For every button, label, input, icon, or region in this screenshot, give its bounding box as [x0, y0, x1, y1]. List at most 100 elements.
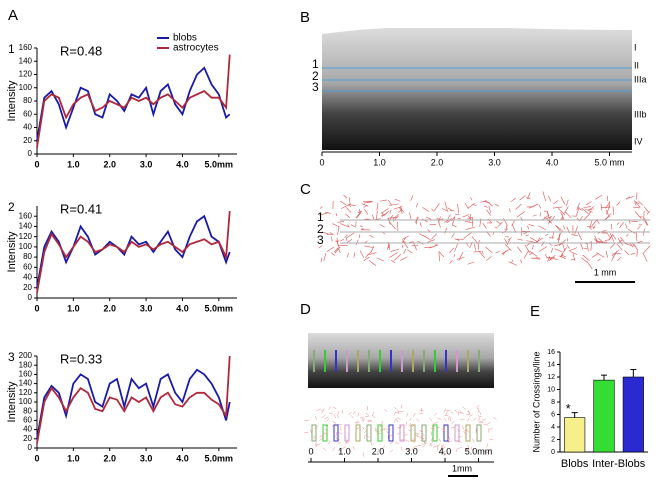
process — [405, 440, 409, 442]
process — [543, 215, 549, 220]
process — [527, 241, 532, 245]
process — [473, 439, 474, 443]
process — [517, 211, 525, 217]
x-tick-label: 3.0 — [140, 159, 153, 169]
scale-tick-label: 5.0mm — [465, 446, 493, 456]
astrocyte-tracing — [319, 191, 650, 269]
process — [540, 212, 541, 216]
process — [613, 234, 616, 239]
series-line — [37, 55, 230, 148]
x-tick-label: 2.0 — [103, 159, 116, 169]
process — [511, 198, 516, 202]
process — [586, 202, 592, 205]
process — [634, 244, 638, 250]
process — [384, 409, 387, 412]
x-tick-label: 2.0 — [103, 303, 116, 313]
process — [486, 256, 491, 260]
process — [636, 233, 637, 242]
x-tick-label: Blobs — [561, 458, 589, 470]
process — [434, 413, 437, 416]
panel-number: 3 — [8, 350, 15, 364]
process — [517, 247, 522, 253]
process — [567, 245, 569, 249]
process — [482, 419, 486, 420]
x-tick-label: 5.0mm — [205, 159, 234, 169]
panel-label: E — [530, 303, 540, 320]
annotation: R=0.48 — [60, 43, 102, 58]
process — [364, 257, 370, 261]
process — [416, 419, 419, 422]
layer-label: IIIb — [634, 109, 647, 119]
x-tick-label: Inter-Blobs — [592, 458, 646, 470]
y-tick-label: 40 — [23, 425, 32, 434]
x-tick-label: 1.0 — [67, 159, 80, 169]
process — [638, 201, 643, 206]
process — [360, 250, 364, 257]
process — [347, 253, 349, 258]
y-tick-label: 40 — [23, 123, 32, 132]
process — [524, 251, 529, 259]
process — [580, 243, 583, 250]
process — [383, 232, 386, 234]
y-tick-label: 160 — [19, 211, 33, 220]
process — [389, 204, 399, 206]
process — [455, 244, 458, 252]
process — [406, 422, 407, 426]
process — [598, 259, 601, 261]
layer-label: IV — [634, 136, 643, 146]
process — [445, 228, 447, 234]
process — [581, 258, 587, 262]
process — [325, 417, 328, 419]
y-tick-label: 20 — [23, 434, 32, 443]
process — [336, 213, 337, 216]
scale-tick-label: 2.0 — [372, 446, 385, 456]
process — [525, 245, 530, 253]
process — [401, 447, 402, 451]
process — [415, 435, 419, 436]
process — [390, 210, 391, 214]
process — [423, 207, 429, 211]
process — [347, 239, 352, 243]
process — [422, 445, 425, 448]
process — [462, 425, 463, 429]
process — [364, 206, 367, 208]
process — [495, 204, 499, 206]
process — [464, 233, 472, 239]
y-axis-label: Intensity — [6, 80, 18, 121]
process — [538, 226, 545, 230]
process — [364, 209, 368, 214]
line-number: 3 — [317, 233, 324, 247]
process — [327, 418, 330, 421]
process — [389, 252, 397, 257]
process — [421, 435, 425, 437]
process — [448, 208, 452, 210]
process — [617, 202, 621, 206]
x-tick-label: 1.0 — [67, 453, 80, 463]
annotation: R=0.33 — [60, 351, 102, 366]
process — [346, 207, 351, 212]
process — [438, 418, 442, 419]
y-tick-label: 80 — [23, 96, 32, 105]
process — [570, 251, 577, 254]
process — [473, 418, 476, 421]
process — [365, 413, 368, 415]
process — [317, 444, 321, 446]
series-line — [37, 370, 230, 439]
scale-tick-label: 4.0 — [546, 157, 559, 167]
process — [539, 247, 547, 252]
process — [328, 441, 330, 445]
process — [512, 260, 513, 263]
process — [448, 214, 451, 219]
process — [635, 203, 636, 206]
process — [364, 246, 373, 248]
process — [377, 203, 378, 210]
process — [529, 224, 534, 226]
panel-number: 2 — [8, 200, 15, 214]
process — [438, 220, 440, 227]
y-tick-label: 200 — [19, 351, 33, 360]
scale-tick-label: 2.0 — [431, 157, 444, 167]
process — [341, 204, 350, 208]
y-tick-label: 160 — [19, 370, 33, 379]
process — [421, 438, 424, 440]
process — [331, 253, 335, 256]
